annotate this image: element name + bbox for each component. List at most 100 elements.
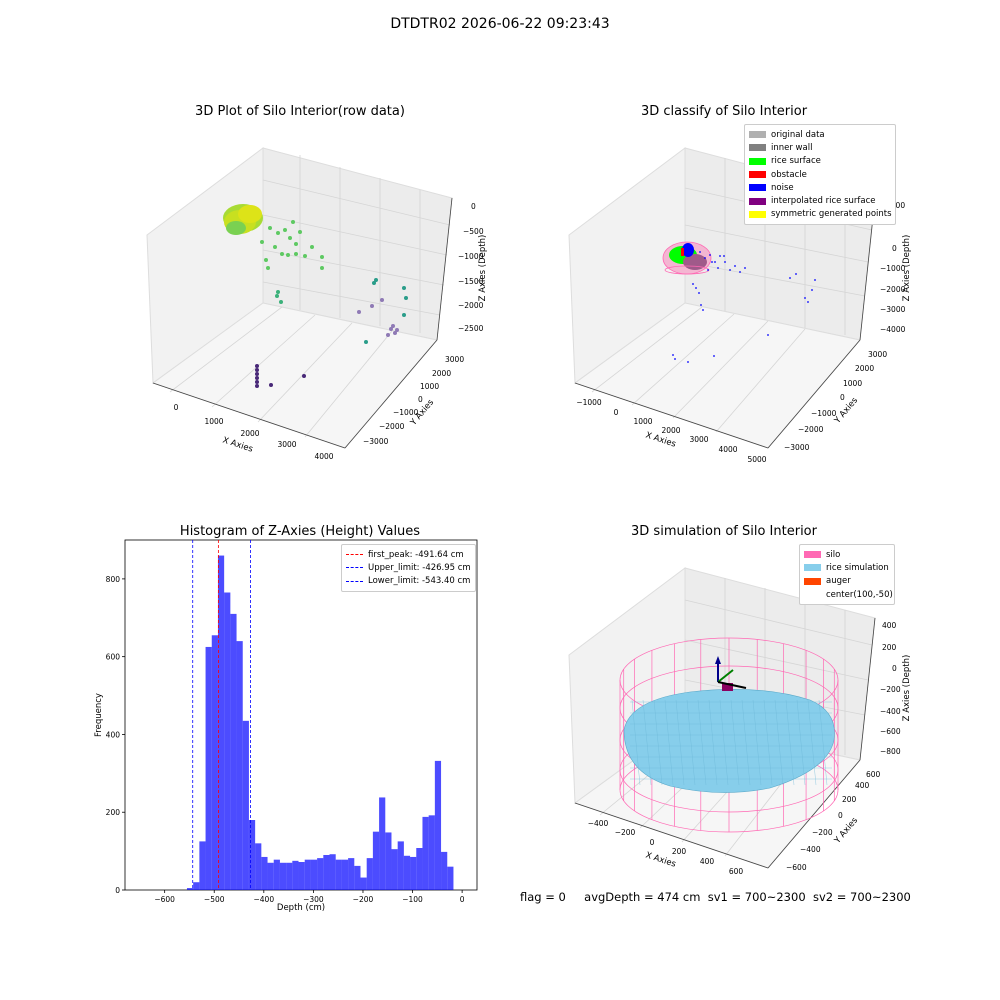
- plot4-zlabel: Z Axies (Depth): [902, 655, 912, 722]
- sv2-text: sv2 = 700~2300: [812, 890, 911, 904]
- plot2-legend-item: noise: [749, 181, 891, 194]
- histogram-bar: [360, 877, 367, 890]
- plot2-ytick: −1000: [811, 409, 837, 418]
- plot2-ytick: −3000: [784, 443, 810, 452]
- plot3-ylabel: Frequency: [94, 693, 104, 737]
- plot3-axes-frame: [124, 539, 478, 891]
- plot3-legend-swatch: [346, 580, 363, 582]
- plot3-title: Histogram of Z-Axies (Height) Values: [179, 524, 421, 539]
- histogram-bar: [199, 841, 206, 890]
- histogram-ytick-label: 600: [106, 653, 121, 662]
- plot2-legend-item: symmetric generated points: [749, 208, 892, 221]
- plot4-rice-surface: [623, 689, 835, 793]
- plot4-legend: silo rice simulation auger center(100,-50): [799, 544, 895, 606]
- histogram-bar: [267, 862, 274, 890]
- plot2-ytick: 2000: [855, 364, 874, 373]
- plot4-ytick: −200: [812, 828, 833, 837]
- figure-title: DTDTR02 2026-06-22 09:23:43: [390, 16, 610, 32]
- plot3-xticks: −600 −500 −400 −300 −200 −100 0: [154, 890, 465, 904]
- histogram-bar: [391, 849, 398, 890]
- plot3-xlabel: Depth (cm): [277, 903, 325, 913]
- plot2-xtick: 2000: [661, 426, 680, 435]
- plot1-ytick: 0: [418, 395, 423, 404]
- plot4-ztick: −200: [880, 685, 901, 694]
- plot2-xtick: 0: [614, 408, 619, 417]
- plot2-xtick: 4000: [718, 445, 737, 454]
- plot1-xtick: 0: [174, 403, 179, 412]
- plot2-xtick: −1000: [576, 398, 602, 407]
- plot4-ytick: 600: [866, 770, 881, 779]
- plot2-legend-swatch: [749, 171, 766, 179]
- plot3-legend-swatch: [346, 567, 363, 569]
- histogram-xtick-label: −500: [204, 895, 225, 904]
- plot2-title: 3D classify of Silo Interior: [640, 104, 808, 119]
- plot1-xtick: 1000: [204, 417, 223, 426]
- plot2-ytick: 3000: [868, 350, 887, 359]
- plot2-ytick: −2000: [798, 425, 824, 434]
- plot4-xtick: 600: [729, 867, 744, 876]
- plot1-ytick: 1000: [420, 382, 439, 391]
- plot2-legend-label: original data: [771, 129, 825, 140]
- plot4-ztick: 400: [882, 621, 897, 630]
- plot1-ztick: 0: [471, 202, 476, 211]
- plot4-ztick: −400: [880, 707, 901, 716]
- plot1-xtick: 4000: [314, 452, 333, 461]
- plot4-legend-swatch: [804, 564, 821, 572]
- plot4-ylabel: Y Axies: [832, 815, 860, 846]
- histogram-bar: [422, 816, 429, 890]
- histogram-bar: [310, 859, 318, 890]
- histogram-bar: [292, 860, 299, 890]
- histogram-bar: [348, 858, 355, 890]
- plot3-bars: [186, 555, 454, 890]
- plot2-legend-item: obstacle: [749, 168, 891, 181]
- histogram-bar: [217, 555, 225, 890]
- plot4-center-x-axis: [717, 681, 747, 689]
- histogram-bar: [279, 862, 287, 890]
- histogram-bar: [416, 848, 423, 890]
- histogram-bar: [403, 855, 411, 890]
- plot1-ztick: −1500: [458, 277, 484, 286]
- plot4-xtick: −200: [615, 828, 636, 837]
- plot2-legend-item: original data: [749, 128, 891, 141]
- plot1-ytick: 3000: [445, 355, 464, 364]
- plot2-ytick: 0: [840, 393, 845, 402]
- plot4-legend-item: auger: [804, 575, 890, 588]
- plot4-xtick: −400: [588, 819, 609, 828]
- plot2-ztick: −1000: [880, 264, 906, 273]
- plot3-reference-lines: [192, 540, 251, 890]
- plot3-yticks: 0 200 400 600 800: [106, 575, 125, 895]
- plot4-legend-label: silo: [826, 549, 841, 560]
- plot4-xtick: 0: [650, 838, 655, 847]
- plot4-auger: [722, 683, 733, 691]
- histogram-bar: [248, 820, 256, 890]
- histogram-bar: [304, 859, 311, 890]
- histogram-xtick-label: 0: [460, 895, 465, 904]
- footer-status: flag = 0 avgDepth = 474 cm sv1 = 700~230…: [520, 890, 911, 904]
- plot1-title: 3D Plot of Silo Interior(row data): [195, 104, 405, 119]
- histogram-xtick-label: −100: [402, 895, 423, 904]
- histogram-bar: [397, 841, 404, 890]
- histogram-ytick-label: 400: [106, 730, 121, 739]
- histogram-bar: [434, 760, 442, 890]
- histogram-bar: [372, 831, 380, 890]
- histogram-bar: [193, 882, 200, 890]
- plot2-xtick: 1000: [633, 417, 652, 426]
- histogram-bar: [242, 720, 249, 890]
- plot2-legend-item: interpolated rice surface: [749, 194, 891, 207]
- plot4-legend-swatch: [804, 551, 821, 559]
- histogram-bar: [298, 862, 305, 890]
- plot2-legend: original data inner wall rice surface obsta…: [744, 124, 896, 226]
- plot4-legend-swatch: [804, 577, 821, 585]
- plot3-legend-label: first_peak: -491.64 cm: [368, 549, 464, 560]
- plot4-legend-label: rice simulation: [826, 562, 889, 573]
- plot3-legend-swatch: [346, 554, 363, 556]
- histogram-bar: [230, 613, 237, 890]
- plot4-ztick: −600: [880, 727, 901, 736]
- histogram-bar: [379, 797, 386, 890]
- histogram-bar: [211, 635, 218, 890]
- plot2-legend-swatch: [749, 144, 766, 152]
- plot4-legend-item: silo: [804, 548, 890, 561]
- plot2-ztick: −2000: [880, 285, 906, 294]
